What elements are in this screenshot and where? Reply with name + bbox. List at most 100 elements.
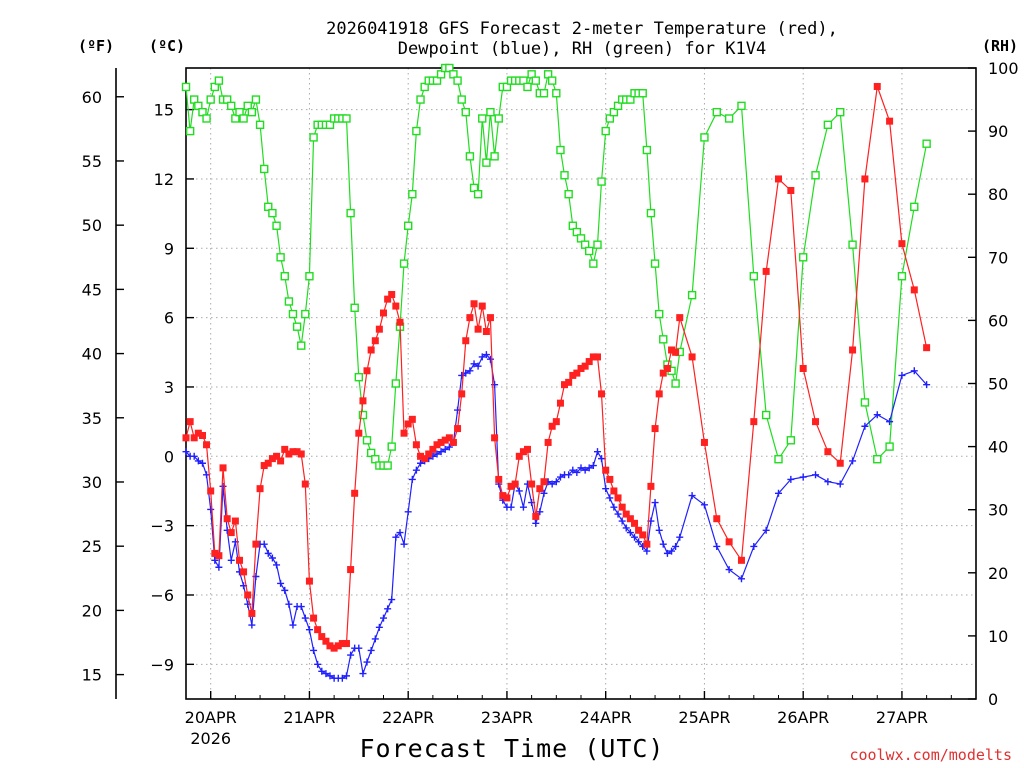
rh-point [251, 95, 261, 104]
celsius-tick-label: 9 [164, 239, 174, 258]
dewpoint-point [556, 473, 564, 481]
temperature-point [565, 378, 573, 386]
temperature-point [347, 566, 355, 574]
temperature-point [285, 450, 293, 458]
temperature-point [462, 337, 470, 345]
temperature-point [351, 489, 359, 497]
celsius-tick-label: 0 [164, 447, 174, 466]
rh-point [399, 259, 409, 268]
dewpoint-point [923, 381, 931, 389]
temperature-point [491, 434, 499, 442]
dewpoint-point [725, 566, 733, 574]
dewpoint-point [445, 443, 453, 451]
celsius-tick-label: −9 [150, 655, 174, 674]
temperature-point [322, 637, 330, 645]
temperature-point [614, 494, 622, 502]
rh-point [922, 139, 931, 148]
date-tick-label: 20APR [185, 708, 237, 727]
credit-text: coolwx.com/modelts [849, 746, 1012, 764]
temperature-point [593, 353, 601, 361]
rh-point [700, 133, 709, 142]
temperature-point [454, 425, 462, 433]
temperature-point [355, 429, 363, 437]
temperature-point [408, 415, 416, 423]
rh-point [272, 221, 281, 230]
temperature-point [305, 577, 313, 585]
temperature-point [314, 626, 322, 634]
rh-point [403, 221, 413, 230]
celsius-tick-label: 6 [164, 309, 174, 328]
rh-point [482, 158, 491, 167]
dewpoint-point [486, 355, 494, 363]
temperature-point [445, 434, 453, 442]
dewpoint-point [676, 533, 684, 541]
dewpoint-point [478, 353, 486, 361]
rh-point [593, 240, 602, 249]
rh-point [354, 372, 364, 382]
temperature-point [737, 556, 745, 564]
temperature-point [231, 517, 239, 525]
celsius-tick-label: 3 [164, 378, 174, 397]
rh-tick-label: 20 [988, 564, 1008, 583]
rh-point [860, 398, 870, 407]
dewpoint-point [433, 450, 441, 458]
temperature-point [437, 438, 445, 446]
temperature-point [503, 494, 511, 502]
fahrenheit-tick-label: 35 [82, 409, 102, 428]
dewpoint-point [589, 462, 597, 470]
temperature-point [449, 438, 457, 446]
chart-title-line-1: 2026041918 GFS Forecast 2-meter Temperat… [326, 19, 838, 39]
temperature-point [326, 642, 334, 650]
temperature-point [293, 448, 301, 456]
temperature-point [602, 466, 610, 474]
temperature-point [515, 452, 523, 460]
rh-point [885, 442, 894, 451]
dewpoint-point [211, 556, 219, 564]
dewpoint-point [322, 670, 330, 678]
temperature-point [248, 609, 256, 617]
temperature-point [400, 429, 408, 437]
dewpoint-point [898, 371, 906, 379]
dewpoint-point [861, 422, 869, 430]
temperature-point [244, 591, 252, 599]
temperature-point [441, 436, 449, 444]
temperature-point [330, 644, 338, 652]
rh-point [391, 379, 401, 388]
fahrenheit-tick-label: 60 [82, 88, 102, 107]
temperature-point [182, 434, 190, 442]
rh-point [650, 259, 660, 268]
rh-point [490, 152, 499, 161]
rh-point [383, 461, 392, 470]
temperature-point [606, 475, 614, 483]
temperature-point [281, 445, 289, 453]
fahrenheit-tick-label: 15 [82, 666, 102, 685]
rh-point [297, 341, 306, 350]
dewpoint-point [614, 510, 622, 518]
rh-point [412, 126, 421, 136]
temperature-point [392, 302, 400, 310]
fahrenheit-tick-label: 45 [82, 280, 102, 299]
dewpoint-point [577, 464, 585, 472]
rh-point [539, 89, 549, 98]
dewpoint-point [799, 473, 807, 481]
temperature-point [203, 441, 211, 449]
temperature-point [412, 441, 420, 449]
rh-point [638, 89, 647, 98]
rh-point [358, 410, 368, 420]
temperature-point [252, 540, 260, 548]
dewpoint-point [581, 466, 589, 474]
temperature-point [289, 448, 297, 456]
temperature-point [482, 327, 490, 335]
rh-point [214, 76, 224, 85]
rh-point [724, 114, 734, 123]
temperature-point [663, 364, 671, 372]
dewpoint-point [552, 478, 560, 486]
date-tick-label: 21APR [283, 708, 335, 727]
dewpoint-point [268, 554, 276, 562]
dewpoint-point [182, 448, 190, 456]
temperature-point [923, 344, 931, 352]
x-axis-title: Forecast Time (UTC) [360, 734, 665, 763]
dewpoint-point [548, 480, 556, 488]
dewpoint-point [375, 623, 383, 631]
dewpoint-point [750, 542, 758, 550]
